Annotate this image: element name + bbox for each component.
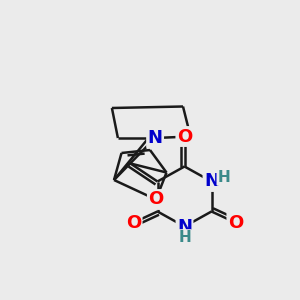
Text: N: N	[204, 172, 219, 190]
Text: O: O	[126, 214, 141, 232]
Text: O: O	[148, 190, 164, 208]
Text: O: O	[177, 128, 192, 146]
Text: O: O	[228, 214, 243, 232]
Text: H: H	[178, 230, 191, 245]
Text: N: N	[177, 218, 192, 236]
Text: N: N	[148, 129, 163, 147]
Text: H: H	[218, 169, 230, 184]
